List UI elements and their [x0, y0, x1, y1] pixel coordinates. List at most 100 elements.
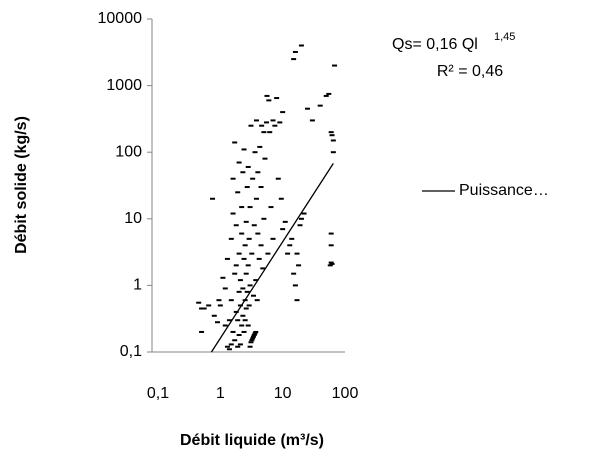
point [248, 124, 254, 127]
point [232, 141, 238, 144]
point [250, 294, 256, 297]
point [257, 145, 263, 148]
point [210, 197, 216, 200]
point [244, 290, 250, 293]
point [236, 161, 242, 164]
point [266, 99, 272, 102]
point [282, 220, 288, 223]
point [250, 177, 256, 180]
point [256, 257, 262, 260]
point [277, 121, 283, 124]
y-tick-label: 100 [115, 143, 142, 160]
point [211, 314, 217, 317]
point [244, 186, 250, 189]
point [252, 151, 258, 154]
point [224, 257, 230, 260]
point [237, 304, 243, 307]
point [323, 94, 329, 97]
point [226, 348, 232, 351]
point [201, 307, 207, 310]
point [330, 151, 336, 154]
point [261, 217, 267, 220]
point [304, 107, 310, 110]
point [246, 237, 252, 240]
point [298, 217, 304, 220]
point [253, 330, 259, 333]
point [239, 232, 245, 235]
point [220, 276, 226, 279]
point [242, 319, 248, 322]
point [242, 244, 248, 247]
point [254, 299, 260, 302]
point [199, 307, 205, 310]
point [233, 224, 239, 227]
point [246, 304, 252, 307]
y-tick-label: 1000 [106, 77, 142, 94]
point [267, 131, 273, 134]
point [332, 64, 338, 67]
point [228, 237, 234, 240]
point [298, 44, 304, 47]
point [233, 310, 239, 313]
point [230, 177, 236, 180]
point [240, 171, 246, 174]
point [235, 345, 241, 348]
point [253, 279, 259, 282]
point [289, 237, 295, 240]
point [330, 139, 336, 142]
point [263, 121, 269, 124]
point [329, 262, 335, 265]
annotation: Qs= 0,16 Ql [392, 36, 478, 53]
point [272, 124, 278, 127]
point [243, 220, 249, 223]
point [216, 299, 222, 302]
point [287, 244, 293, 247]
point [258, 186, 264, 189]
point [259, 124, 265, 127]
point [285, 252, 291, 255]
point [232, 272, 238, 275]
point [214, 321, 220, 324]
point [236, 290, 242, 293]
point [222, 287, 228, 290]
point [228, 299, 234, 302]
point [262, 157, 268, 160]
point [252, 332, 258, 335]
point [224, 345, 230, 348]
point [232, 339, 238, 342]
point [196, 301, 202, 304]
point [328, 232, 334, 235]
point [264, 94, 270, 97]
point [297, 224, 303, 227]
annotation: R² = 0,46 [437, 63, 503, 80]
point [255, 232, 261, 235]
point [243, 272, 249, 275]
point [292, 284, 298, 287]
point [199, 330, 205, 333]
point [241, 257, 247, 260]
point [255, 171, 261, 174]
point [233, 264, 239, 267]
point [327, 264, 333, 267]
point [245, 324, 251, 327]
y-tick-label: 1 [133, 277, 142, 294]
point [270, 237, 276, 240]
point [250, 337, 256, 340]
point [217, 304, 223, 307]
point [240, 314, 246, 317]
point [251, 333, 257, 336]
point [294, 252, 300, 255]
point [237, 343, 243, 346]
point [248, 341, 254, 344]
point [241, 148, 247, 151]
point [278, 197, 284, 200]
point [317, 104, 323, 107]
point [275, 177, 281, 180]
point [261, 131, 267, 134]
point [247, 284, 253, 287]
point [249, 339, 255, 342]
point [328, 131, 334, 134]
point [247, 206, 253, 209]
point [253, 119, 259, 122]
